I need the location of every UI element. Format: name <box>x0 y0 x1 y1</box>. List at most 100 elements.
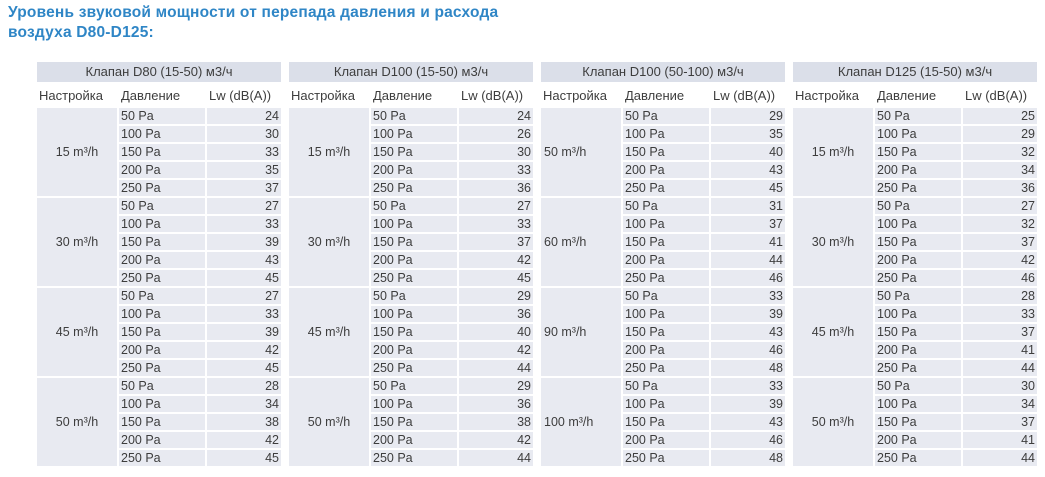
pressure-cell: 250 Pa <box>623 450 711 468</box>
table-row: 100 Pa 36 <box>289 306 533 324</box>
lw-cell: 36 <box>963 180 1037 198</box>
lw-cell: 44 <box>459 360 533 378</box>
pressure-cell: 250 Pa <box>371 450 459 468</box>
pressure-cell: 200 Pa <box>371 342 459 360</box>
table-row: 200 Pa 42 <box>289 342 533 360</box>
lw-cell: 42 <box>207 432 281 450</box>
pressure-cell: 100 Pa <box>623 216 711 234</box>
valve-table: Клапан D100 (50-100) м3/ч Настройка Давлен… <box>541 62 785 468</box>
pressure-cell: 50 Pa <box>119 288 207 306</box>
lw-cell: 46 <box>711 342 785 360</box>
lw-cell: 30 <box>207 126 281 144</box>
pressure-cell: 150 Pa <box>623 144 711 162</box>
table-title: Клапан D80 (15-50) м3/ч <box>37 62 281 82</box>
lw-cell: 37 <box>963 234 1037 252</box>
pressure-cell: 100 Pa <box>371 306 459 324</box>
lw-cell: 39 <box>207 324 281 342</box>
pressure-cell: 200 Pa <box>623 342 711 360</box>
table-row: 60 m³/h 50 Pa 31 <box>541 198 785 288</box>
pressure-cell: 250 Pa <box>875 180 963 198</box>
table-row: 250 Pa 44 <box>289 360 533 378</box>
table-head: Настройка Давление Lw (dB(A)) <box>37 84 281 108</box>
table-row: 250 Pa 36 <box>793 180 1037 198</box>
tables-row: Клапан D80 (15-50) м3/ч Настройка Давление… <box>37 62 1037 468</box>
pressure-cell: 100 Pa <box>623 306 711 324</box>
lw-cell: 25 <box>963 108 1037 126</box>
col-header: Lw (dB(A)) <box>207 84 281 108</box>
table-row: 45 m³/h 50 Pa 29 <box>289 288 533 378</box>
setting-cell: 60 m³/h <box>541 198 623 288</box>
table-row: 200 Pa 42 <box>289 252 533 270</box>
setting-cell: 90 m³/h <box>541 288 623 378</box>
pressure-cell: 100 Pa <box>119 216 207 234</box>
table-body: 50 m³/h 50 Pa 29 100 Pa 35 150 Pa 40 200 Pa 43 25… <box>541 108 785 468</box>
lw-cell: 29 <box>459 288 533 306</box>
pressure-cell: 150 Pa <box>875 234 963 252</box>
pressure-cell: 50 Pa <box>875 108 963 126</box>
pressure-cell: 200 Pa <box>875 162 963 180</box>
valve-table: Клапан D100 (15-50) м3/ч Настройка Давлени… <box>289 62 533 468</box>
table-row: 200 Pa 42 <box>289 432 533 450</box>
table-row: 200 Pa 41 <box>793 432 1037 450</box>
table-row: 100 m³/h 50 Pa 33 <box>541 378 785 468</box>
lw-cell: 45 <box>459 270 533 288</box>
lw-cell: 28 <box>207 378 281 396</box>
pressure-cell: 200 Pa <box>119 252 207 270</box>
col-header: Настройка <box>541 84 623 108</box>
pressure-cell: 250 Pa <box>371 270 459 288</box>
table-row: 150 Pa 41 <box>541 234 785 252</box>
pressure-cell: 100 Pa <box>875 216 963 234</box>
pressure-cell: 250 Pa <box>371 180 459 198</box>
lw-cell: 31 <box>711 198 785 216</box>
table-row: 200 Pa 42 <box>37 342 281 360</box>
table-row: 150 Pa 38 <box>37 414 281 432</box>
table-row: 15 m³/h 50 Pa 24 <box>37 108 281 198</box>
header-row: Настройка Давление Lw (dB(A)) <box>37 84 281 108</box>
lw-cell: 34 <box>963 162 1037 180</box>
lw-cell: 43 <box>711 324 785 342</box>
table-row: 50 m³/h 50 Pa 28 <box>37 378 281 468</box>
table-title: Клапан D100 (15-50) м3/ч <box>289 62 533 82</box>
lw-cell: 24 <box>207 108 281 126</box>
lw-cell: 39 <box>711 306 785 324</box>
pressure-cell: 150 Pa <box>623 414 711 432</box>
lw-cell: 43 <box>711 414 785 432</box>
pressure-cell: 50 Pa <box>119 108 207 126</box>
valve-table: Клапан D125 (15-50) м3/ч Настройка Давлени… <box>793 62 1037 468</box>
lw-cell: 34 <box>207 396 281 414</box>
col-header: Давление <box>875 84 963 108</box>
header-row: Настройка Давление Lw (dB(A)) <box>793 84 1037 108</box>
lw-cell: 30 <box>963 378 1037 396</box>
table-head: Настройка Давление Lw (dB(A)) <box>541 84 785 108</box>
pressure-cell: 250 Pa <box>119 360 207 378</box>
pressure-cell: 150 Pa <box>875 324 963 342</box>
pressure-cell: 150 Pa <box>875 414 963 432</box>
pressure-cell: 100 Pa <box>371 396 459 414</box>
table-row: 100 Pa 33 <box>793 306 1037 324</box>
table-row: 150 Pa 37 <box>793 414 1037 432</box>
lw-cell: 37 <box>963 324 1037 342</box>
pressure-cell: 150 Pa <box>119 234 207 252</box>
pressure-cell: 50 Pa <box>875 288 963 306</box>
setting-cell: 30 m³/h <box>793 198 875 288</box>
lw-cell: 35 <box>711 126 785 144</box>
setting-cell: 100 m³/h <box>541 378 623 468</box>
setting-cell: 45 m³/h <box>37 288 119 378</box>
table-row: 200 Pa 42 <box>37 432 281 450</box>
header-row: Настройка Давление Lw (dB(A)) <box>289 84 533 108</box>
table-row: 100 Pa 35 <box>541 126 785 144</box>
table-row: 50 m³/h 50 Pa 29 <box>541 108 785 198</box>
table-row: 200 Pa 46 <box>541 342 785 360</box>
table-row: 250 Pa 44 <box>289 450 533 468</box>
lw-cell: 42 <box>459 432 533 450</box>
setting-cell: 45 m³/h <box>289 288 371 378</box>
lw-cell: 29 <box>711 108 785 126</box>
lw-cell: 33 <box>459 216 533 234</box>
lw-cell: 44 <box>459 450 533 468</box>
pressure-cell: 150 Pa <box>119 324 207 342</box>
lw-cell: 28 <box>963 288 1037 306</box>
lw-cell: 44 <box>963 360 1037 378</box>
page-title-line1: Уровень звуковой мощности от перепада да… <box>8 4 499 21</box>
pressure-cell: 200 Pa <box>371 252 459 270</box>
